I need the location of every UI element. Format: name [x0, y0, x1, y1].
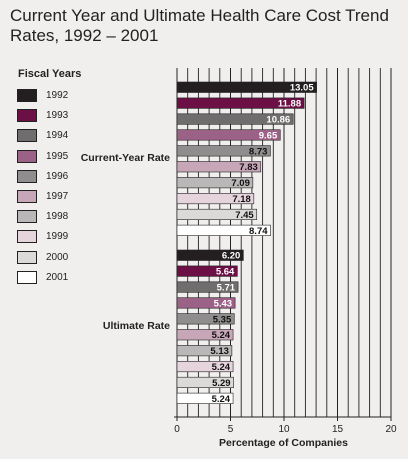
bar: [176, 129, 281, 141]
legend-swatch: [17, 270, 37, 284]
bar: [176, 249, 244, 261]
legend-label: 1993: [46, 110, 69, 122]
bar: [176, 345, 233, 357]
legend-swatch: [17, 189, 37, 203]
legend-swatch: [17, 210, 37, 224]
legend-swatch: [17, 149, 37, 163]
bar: [176, 265, 238, 277]
legend-label: 1992: [46, 90, 69, 101]
legend-label: 2000: [46, 251, 69, 263]
legend-label: 2001: [46, 271, 69, 283]
group-label-current-year: Current-Year Rate: [80, 151, 170, 164]
data-label: 5.64: [216, 267, 235, 278]
data-label: 10.86: [266, 115, 290, 126]
bar: [176, 193, 255, 205]
bar: [176, 297, 236, 309]
x-tick-label: 5: [228, 424, 234, 435]
legend-label: 1999: [46, 231, 69, 243]
data-label: 11.88: [278, 99, 301, 110]
x-tick-label: 20: [385, 424, 397, 435]
legend-title: Fiscal Years: [18, 68, 82, 80]
bar: [176, 208, 258, 220]
bar: [176, 376, 234, 389]
legend-swatch: [17, 129, 37, 143]
bar: [176, 97, 305, 109]
data-label: 5.71: [217, 283, 236, 294]
bar: [176, 177, 254, 189]
bar: [176, 281, 239, 293]
data-label: 5.13: [210, 346, 229, 357]
group-label-ultimate: Ultimate Rate: [102, 319, 170, 332]
legend-label: 1995: [46, 150, 69, 162]
bar: [176, 81, 317, 93]
data-label: 5.24: [212, 394, 231, 405]
legend-swatch: [17, 89, 37, 102]
bar: [176, 224, 271, 236]
data-label: 5.24: [212, 362, 231, 373]
data-label: 13.05: [290, 83, 314, 94]
legend-swatch: [17, 109, 37, 123]
data-label: 8.73: [249, 146, 268, 157]
bar: [176, 145, 271, 157]
data-label: 9.65: [259, 130, 278, 141]
legend-label: 1994: [46, 130, 69, 142]
legend-swatch: [17, 230, 37, 244]
data-label: 5.43: [214, 298, 233, 309]
data-label: 8.74: [249, 226, 268, 237]
data-label: 7.18: [232, 194, 251, 205]
x-tick-label: 15: [332, 424, 344, 435]
data-label: 5.29: [212, 378, 231, 389]
legend-swatch: [17, 169, 37, 183]
data-label: 5.24: [212, 330, 231, 341]
legend-label: 1996: [46, 170, 69, 182]
x-tick-label: 0: [174, 424, 180, 435]
x-tick-label: 10: [278, 424, 290, 435]
bar: [176, 392, 234, 404]
legend-label: 1998: [46, 211, 69, 223]
legend-label: 1997: [46, 190, 69, 202]
bar: [176, 313, 235, 325]
data-label: 5.35: [213, 314, 232, 325]
data-label: 6.20: [222, 251, 241, 262]
data-label: 7.09: [231, 178, 250, 189]
bar: [176, 360, 234, 373]
data-label: 7.83: [239, 162, 258, 173]
bar: [176, 329, 234, 341]
x-axis-label: Percentage of Companies: [219, 437, 348, 449]
legend-swatch: [17, 250, 37, 264]
bar: [176, 113, 294, 125]
chart-title: Current Year and Ultimate Health Care Co…: [10, 6, 389, 45]
bar: [176, 161, 262, 173]
data-label: 7.45: [235, 210, 254, 221]
